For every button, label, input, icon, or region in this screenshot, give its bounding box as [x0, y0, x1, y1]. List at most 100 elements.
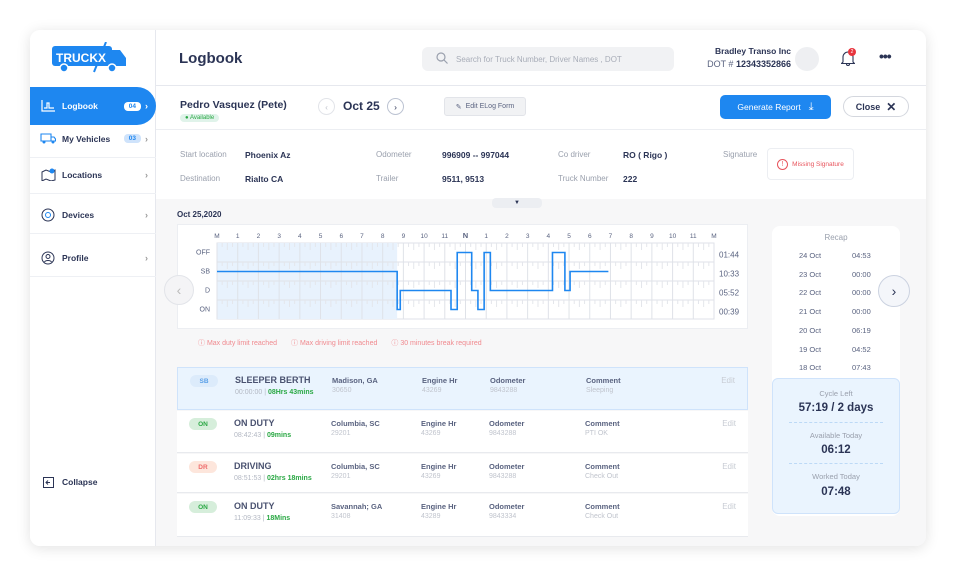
sidebar-item-label: My Vehicles	[62, 133, 111, 144]
event-location: Savannah; GA	[331, 502, 383, 511]
sidebar-item-label: Profile	[62, 252, 89, 263]
device-icon	[40, 208, 56, 222]
recap-date: 20 Oct	[799, 325, 822, 335]
recap-date: 19 Oct	[799, 344, 822, 354]
close-icon: ✕	[886, 99, 897, 114]
edit-icon: ✎	[455, 103, 462, 111]
event-time: 00:00:00 | 08Hrs 43mins	[235, 389, 314, 396]
search-placeholder: Search for Truck Number, Driver Names , …	[456, 54, 622, 64]
status-label: ON	[200, 307, 211, 314]
count-badge: 04	[123, 101, 141, 111]
driver-bar: Pedro Vasquez (Pete) ● Available ‹ Oct 2…	[156, 86, 926, 130]
edit-link[interactable]: Edit	[721, 376, 735, 385]
event-status: ON DUTY	[234, 418, 275, 428]
truck-icon	[40, 133, 56, 144]
sidebar: TRUCKX Logbook 04 › My Vehicles 03 › Loc…	[30, 30, 156, 546]
event-status: ON DUTY	[234, 501, 275, 511]
event-row[interactable]: ON ON DUTY 11:09:33 | 18Mins Savannah; G…	[177, 494, 748, 537]
next-day-button[interactable]: ›	[387, 98, 404, 115]
collapse-button[interactable]: Collapse	[30, 463, 156, 501]
avatar[interactable]	[795, 47, 819, 71]
destination-value: Rialto CA	[245, 174, 284, 184]
status-total: 00:39	[719, 308, 740, 317]
log-date-title: Oct 25,2020	[177, 210, 222, 219]
missing-signature-box[interactable]: ! Missing Signature	[767, 148, 854, 180]
edit-link[interactable]: Edit	[722, 502, 736, 511]
status-label: OFF	[196, 250, 210, 257]
comment-label: Comment	[585, 462, 620, 471]
warnings: ⓘ Max duty limit reached ⓘ Max driving li…	[198, 338, 482, 348]
duty-status-line	[217, 251, 609, 311]
recap-hours: 00:00	[852, 288, 871, 298]
hour-tick-label: 5	[319, 233, 323, 240]
missing-signature-label: Missing Signature	[792, 160, 844, 168]
event-row[interactable]: SB SLEEPER BERTH 00:00:00 | 08Hrs 43mins…	[177, 367, 748, 410]
signature-label: Signature	[723, 150, 758, 159]
info-icon: ⓘ	[290, 340, 300, 347]
sidebar-item-devices[interactable]: Devices ›	[30, 196, 156, 234]
event-start-time: 00:00:00	[235, 389, 263, 396]
hour-tick-label: 2	[505, 233, 509, 240]
hour-tick-label: 7	[360, 233, 364, 240]
hour-tick-label: 6	[339, 233, 343, 240]
engine-hr-label: Engine Hr	[422, 376, 458, 385]
hour-tick-label: 5	[567, 233, 571, 240]
odometer-value: 996909 -- 997044	[442, 150, 510, 160]
notification-bell-icon[interactable]: 2	[840, 48, 856, 71]
edit-elog-label: Edit ELog Form	[465, 103, 515, 110]
recap-hours: 06:19	[852, 325, 871, 335]
recap-date: 23 Oct	[799, 269, 822, 279]
status-badge: ● Available	[180, 114, 220, 122]
edit-elog-button[interactable]: ✎ Edit ELog Form	[444, 97, 526, 116]
status-pill: ON	[189, 501, 217, 513]
warning-item: ⓘ 30 minutes break required	[391, 338, 481, 348]
truck-number-label: Truck Number	[558, 174, 609, 183]
generate-report-label: Generate Report	[737, 102, 801, 112]
event-row[interactable]: DR DRIVING 08:51:53 | 02hrs 18mins Colum…	[177, 454, 748, 493]
odometer-label: Odometer	[376, 150, 412, 159]
info-icon: ⓘ	[391, 340, 401, 347]
status-label: SB	[201, 269, 211, 276]
hours-summary: Cycle Left 57:19 / 2 days Available Toda…	[772, 378, 900, 514]
edit-link[interactable]: Edit	[722, 462, 736, 471]
close-button[interactable]: Close ✕	[843, 96, 909, 117]
search-input[interactable]: Search for Truck Number, Driver Names , …	[422, 47, 674, 71]
odometer-value: 9843288	[489, 473, 517, 480]
edit-link[interactable]: Edit	[722, 419, 736, 428]
comment-label: Comment	[585, 419, 620, 428]
more-options-icon[interactable]: •••	[879, 48, 892, 64]
recap-next-button[interactable]: ›	[878, 275, 910, 307]
comment-label: Comment	[586, 376, 621, 385]
sidebar-item-my-vehicles[interactable]: My Vehicles 03 ›	[30, 120, 156, 158]
event-row[interactable]: ON ON DUTY 08:42:43 | 09mins Columbia, S…	[177, 411, 748, 453]
sidebar-item-logbook[interactable]: Logbook 04 ›	[30, 87, 156, 125]
status-label: D	[205, 288, 210, 295]
hour-tick-label: N	[463, 231, 468, 240]
graph-prev-button[interactable]: ‹	[164, 275, 194, 305]
trip-info: Start location Phoenix Az Destination Ri…	[156, 130, 926, 199]
event-duration: 18Mins	[266, 515, 291, 522]
sidebar-item-locations[interactable]: Locations ›	[30, 156, 156, 194]
sidebar-item-label: Locations	[62, 169, 103, 180]
warning-text: Max driving limit reached	[299, 340, 378, 347]
warning-item: ⓘ Max driving limit reached	[291, 338, 377, 348]
engine-hr-value: 43269	[421, 473, 441, 480]
co-driver-value: RO ( Rigo )	[623, 150, 668, 160]
recap-date: 22 Oct	[799, 288, 822, 298]
collapse-icon	[40, 476, 56, 488]
start-location-label: Start location	[180, 150, 227, 159]
prev-day-button[interactable]: ‹	[318, 98, 335, 115]
event-status: DRIVING	[234, 461, 272, 471]
recap-hours: 07:43	[852, 363, 871, 373]
company-name: Bradley Transo Inc	[714, 46, 791, 56]
sidebar-item-profile[interactable]: Profile ›	[30, 239, 156, 277]
co-driver-label: Co driver	[558, 150, 591, 159]
download-icon: ⤓	[808, 100, 814, 113]
dot-label: DOT #	[707, 59, 734, 69]
odometer-value: 9843334	[489, 513, 517, 520]
status-total: 01:44	[719, 251, 740, 260]
engine-hr-value: 43269	[421, 430, 441, 437]
expand-toggle[interactable]: ▼	[492, 198, 542, 208]
generate-report-button[interactable]: Generate Report ⤓	[720, 95, 831, 119]
comment-value: Check Out	[585, 473, 619, 480]
